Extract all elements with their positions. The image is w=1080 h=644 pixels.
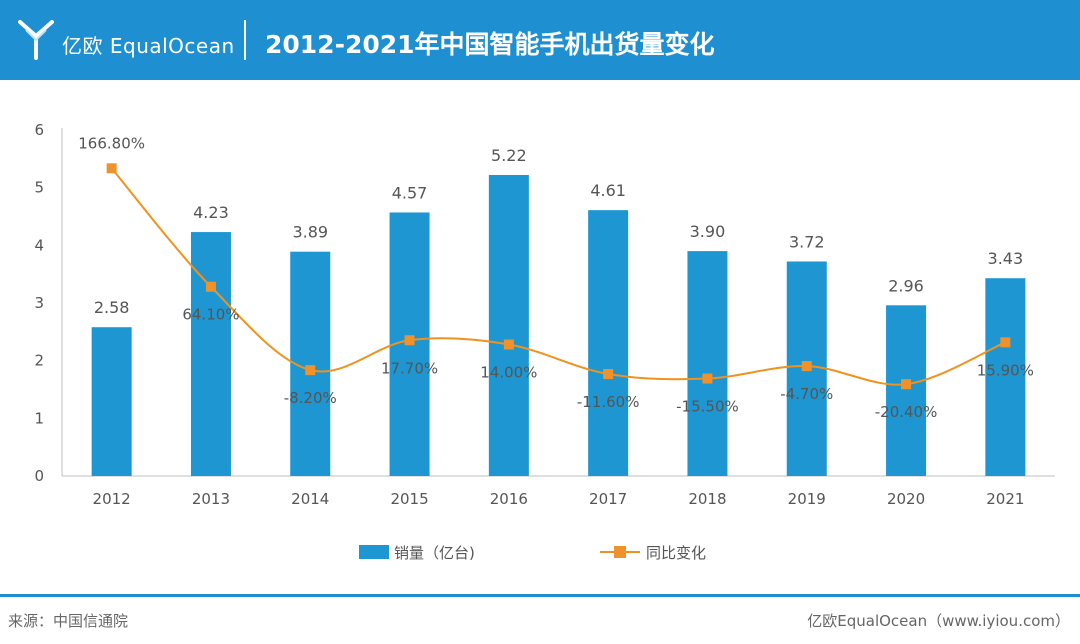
y-tick-label: 1 (34, 409, 44, 427)
line-value-label: 14.00% (480, 364, 537, 382)
bar-value-label: 3.72 (789, 232, 825, 251)
credit-note: 亿欧EqualOcean（www.iyiou.com） (807, 612, 1070, 630)
x-tick-label: 2019 (788, 490, 826, 508)
x-tick-label: 2012 (93, 490, 131, 508)
bar (91, 327, 132, 476)
source-note: 来源：中国信通院 (8, 612, 129, 630)
chart: 0 1 2 3 4 5 6 2012 2013 2014 2015 2016 2017 2018 2019 2… (34, 121, 1055, 562)
x-tick-label: 2021 (986, 490, 1024, 508)
bar (886, 305, 927, 476)
legend-label-line: 同比变化 (646, 544, 706, 562)
line-marker (801, 361, 812, 372)
x-tick-label: 2015 (390, 490, 428, 508)
equalocean-logo-icon (18, 20, 54, 60)
x-tick-label: 2017 (589, 490, 627, 508)
line-marker (702, 373, 713, 384)
bar (488, 174, 529, 476)
line-marker (404, 335, 415, 346)
bar (687, 251, 728, 476)
legend-marker-line (614, 546, 626, 558)
legend-swatch-bar (359, 545, 389, 559)
y-tick-label: 3 (34, 294, 44, 312)
line-marker (305, 365, 316, 376)
line-marker (503, 339, 514, 350)
bar-value-label: 3.90 (690, 222, 726, 241)
y-tick-label: 5 (34, 179, 44, 197)
line-value-label: -11.60% (577, 393, 640, 411)
bar (588, 210, 629, 476)
x-tick-label: 2014 (291, 490, 329, 508)
x-tick-label: 2013 (192, 490, 230, 508)
page-title: 2012-2021年中国智能手机出货量变化 (265, 30, 715, 59)
legend-label-bar: 销量（亿台) (394, 544, 475, 562)
line-marker (901, 379, 912, 390)
line-value-label: 15.90% (977, 361, 1034, 379)
bar-value-label: 4.23 (193, 203, 229, 222)
line-value-label: 17.70% (381, 359, 438, 377)
y-tick-label: 0 (34, 467, 44, 485)
bar (985, 278, 1026, 476)
line-value-label: 166.80% (78, 134, 145, 152)
y-tick-label: 2 (34, 352, 44, 370)
bar-value-label: 2.58 (94, 298, 130, 317)
bar-value-label: 3.89 (292, 223, 328, 242)
line-marker (106, 163, 117, 174)
bar-value-label: 5.22 (491, 146, 527, 165)
yoy-change-line (110, 167, 1006, 386)
line-value-label: -20.40% (875, 403, 938, 421)
y-tick-label: 6 (34, 121, 44, 139)
brand-text: 亿欧 EqualOcean (62, 34, 235, 58)
header-bar: 亿欧 EqualOcean 2012-2021年中国智能手机出货量变化 (0, 0, 1080, 80)
bar-value-label: 4.57 (392, 183, 428, 202)
line-marker (1000, 337, 1011, 348)
line-marker (205, 281, 216, 292)
bar-value-label: 2.96 (888, 276, 924, 295)
x-tick-label: 2018 (688, 490, 726, 508)
line-value-label: -4.70% (780, 385, 833, 403)
footer-divider (0, 594, 1080, 597)
header-divider (244, 20, 246, 60)
bar-value-label: 3.43 (988, 249, 1024, 268)
line-value-label: 64.10% (182, 306, 239, 324)
bar (190, 232, 231, 476)
line-value-label: -8.20% (284, 389, 337, 407)
bar-value-label: 4.61 (590, 181, 626, 200)
x-tick-label: 2016 (490, 490, 528, 508)
line-marker (603, 369, 614, 380)
x-tick-label: 2020 (887, 490, 925, 508)
line-value-label: -15.50% (676, 398, 739, 416)
y-tick-label: 4 (34, 236, 44, 254)
